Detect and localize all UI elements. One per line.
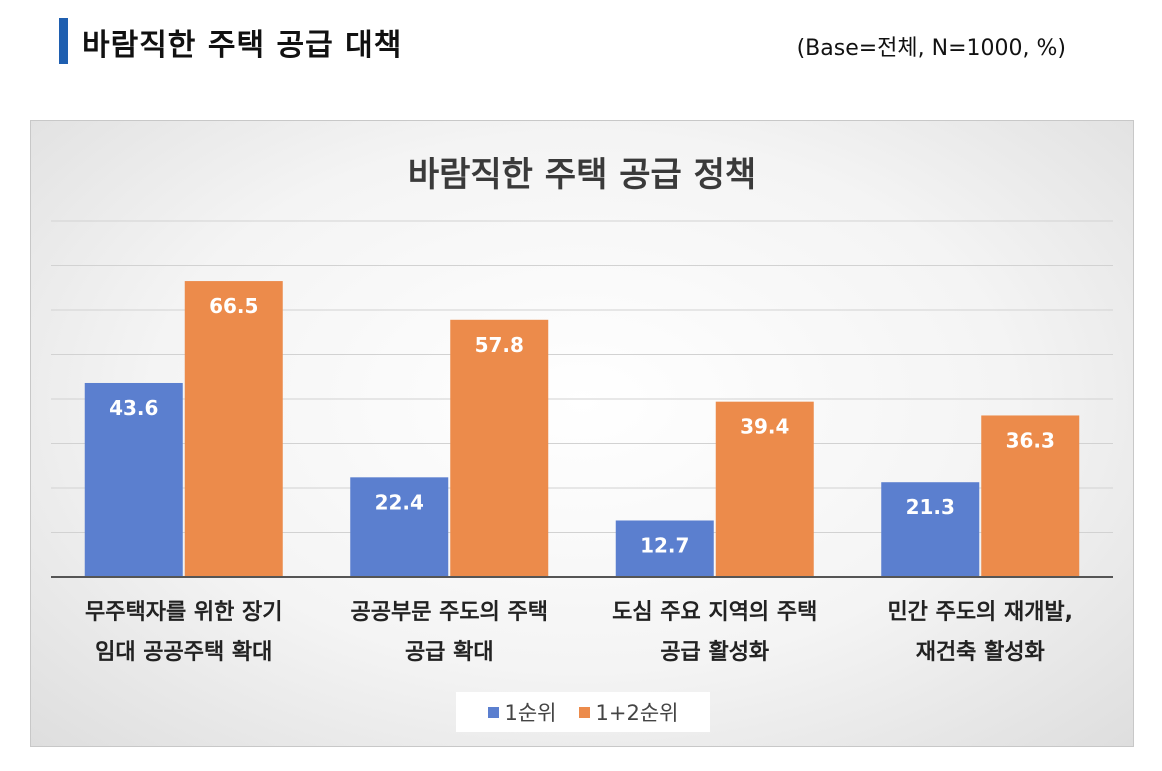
category-label-line: 도심 주요 지역의 주택: [612, 600, 818, 625]
legend-label: 1순위: [504, 701, 557, 725]
category-label-line: 재건축 활성화: [915, 640, 1045, 665]
bar-series2: [715, 401, 814, 577]
bar-series2: [450, 319, 549, 577]
bar-series1: [350, 477, 449, 577]
legend-item: 1순위: [487, 697, 557, 727]
legend-swatch: [487, 706, 499, 718]
legend-swatch: [578, 706, 590, 718]
category-label-line: 민간 주도의 재개발,: [887, 600, 1074, 625]
bar-chart: 43.6 22.4 12.7 21.3 66.5 57.8 39.4 36.3: [51, 220, 1113, 578]
bar-series2: [184, 281, 283, 577]
bar-series1: [615, 520, 714, 577]
category-label-line: 공급 활성화: [660, 640, 770, 665]
category-label: 민간 주도의 재개발, 재건축 활성화: [847, 593, 1113, 673]
bar-series2: [981, 415, 1080, 577]
header-accent-bar: [59, 18, 68, 64]
data-label: 39.4: [740, 415, 789, 439]
category-label-line: 공공부문 주도의 주택: [350, 600, 548, 625]
legend: 1순위 1+2순위: [456, 692, 710, 732]
category-label-line: 임대 공공주택 확대: [95, 640, 273, 665]
data-label: 21.3: [906, 495, 955, 519]
data-label: 66.5: [209, 294, 258, 318]
bar-series1: [84, 382, 183, 577]
category-label-line: 공급 확대: [404, 640, 494, 665]
data-label: 57.8: [475, 333, 524, 357]
data-label: 12.7: [640, 533, 689, 557]
legend-item: 1+2순위: [578, 697, 679, 727]
data-label: 43.6: [109, 396, 158, 420]
data-label: 22.4: [375, 490, 424, 514]
data-label: 36.3: [1006, 428, 1055, 452]
base-note: (Base=전체, N=1000, %): [796, 36, 1066, 61]
legend-label: 1+2순위: [595, 701, 679, 725]
chart-panel: 바람직한 주택 공급 정책 43.6 22.4 12.7 21.3 66.5 57.8 39…: [30, 120, 1134, 747]
page-title: 바람직한 주택 공급 대책: [82, 28, 403, 63]
bar-series1: [881, 482, 980, 577]
chart-title: 바람직한 주택 공급 정책: [407, 155, 757, 195]
category-label-line: 무주택자를 위한 장기: [85, 600, 283, 625]
